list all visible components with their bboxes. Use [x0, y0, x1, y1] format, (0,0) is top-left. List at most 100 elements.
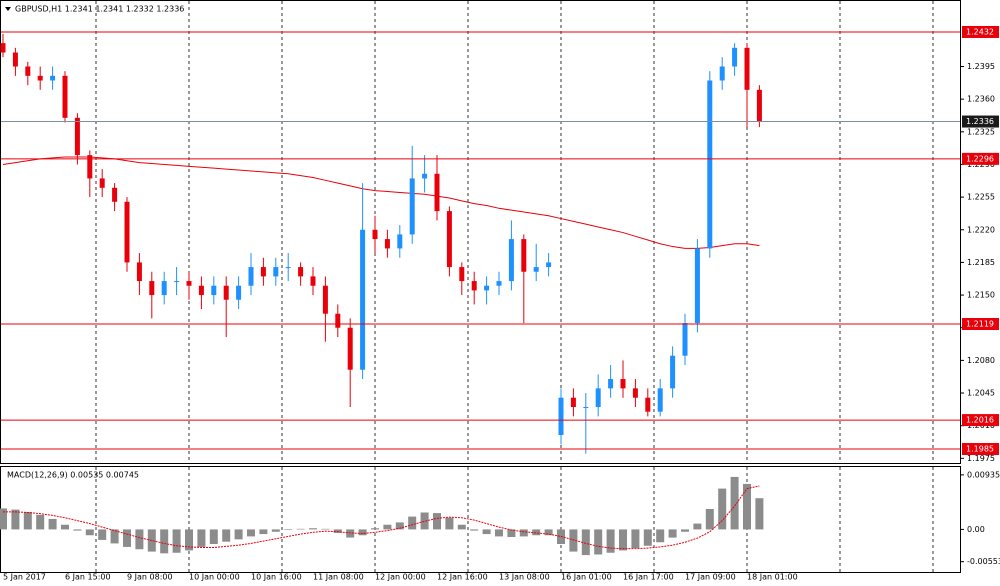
candle-body — [211, 285, 217, 296]
macd-bar — [284, 529, 293, 530]
x-tick-label: 10 Jan 16:00 — [251, 573, 302, 582]
candle-body — [248, 267, 254, 286]
macd-title: MACD(12,26,9) 0.00535 0.00745 — [7, 471, 139, 480]
level-tag — [962, 414, 999, 427]
macd-bar — [11, 509, 20, 530]
macd-bar — [482, 529, 491, 535]
candle-body — [112, 187, 118, 202]
macd-bar — [222, 529, 231, 542]
candle-body — [99, 178, 105, 188]
candle-body — [384, 239, 390, 249]
macd-bar — [234, 529, 243, 540]
x-tick-label: 12 Jan 00:00 — [375, 573, 426, 582]
last-price-tag — [962, 115, 999, 128]
x-tick-label: 9 Jan 08:00 — [127, 573, 173, 582]
x-tick-label: 13 Jan 08:00 — [499, 573, 550, 582]
macd-bar — [36, 514, 45, 530]
candle-body — [558, 397, 564, 436]
macd-bar — [495, 529, 503, 537]
candle-body — [682, 323, 688, 356]
candle-body — [174, 281, 180, 283]
macd-bar — [358, 529, 367, 536]
macd-bar — [656, 529, 665, 543]
macd-bar — [259, 529, 268, 535]
macd-bar — [197, 529, 206, 547]
level-label: 1.2432 — [966, 27, 994, 36]
candle-body — [136, 262, 142, 282]
macd-bar — [718, 488, 727, 530]
y-tick-label: 1.2220 — [967, 225, 995, 234]
y-tick-label: 1.2045 — [967, 389, 995, 398]
macd-bar — [185, 529, 193, 551]
y-tick-label: -0.00553 — [967, 557, 1000, 566]
candle-body — [422, 173, 428, 179]
menu-arrow[interactable] — [5, 7, 11, 11]
macd-bar — [581, 529, 590, 556]
candle-body — [0, 43, 6, 53]
macd-bar — [296, 528, 305, 530]
x-tick-label: 10 Jan 00:00 — [189, 573, 240, 582]
candle-body — [595, 388, 601, 408]
candle-body — [124, 201, 130, 263]
macd-bar — [321, 528, 330, 530]
candle-body — [186, 281, 192, 286]
candle-body — [310, 276, 316, 286]
candle-body — [434, 173, 440, 212]
y-tick-label: 1.1975 — [967, 454, 995, 463]
level-tag — [962, 317, 999, 330]
candle-body — [322, 285, 328, 314]
candle-body — [285, 267, 291, 269]
main-panel — [0, 0, 961, 464]
candle-body — [657, 388, 663, 412]
macd-bar — [470, 529, 479, 531]
macd-bar — [668, 529, 677, 538]
candle-body — [149, 281, 155, 296]
macd-bar — [98, 529, 107, 540]
macd-bar — [23, 511, 32, 530]
macd-bar — [631, 529, 640, 549]
candle-body — [583, 407, 589, 409]
candle-body — [37, 75, 43, 81]
candle-body — [372, 229, 378, 240]
macd-bar — [433, 513, 441, 530]
candle-body — [298, 267, 304, 277]
y-tick-label: 1.2360 — [967, 95, 995, 104]
candle-body — [161, 281, 167, 296]
candle-body — [198, 285, 204, 296]
macd-bar — [606, 529, 615, 553]
x-tick-label: 18 Jan 01:00 — [747, 573, 798, 582]
chart-header: GBPUSD,H1 1.2341 1.2341 1.2332 1.2336 — [15, 5, 184, 14]
candle-body — [632, 388, 638, 398]
macd-bar — [110, 529, 119, 544]
macd-panel — [0, 466, 961, 573]
macd-bar — [755, 498, 764, 530]
candle-body — [74, 117, 80, 156]
level-label: 1.2296 — [966, 154, 994, 163]
y-tick-label: 1.2255 — [967, 193, 995, 202]
candle-body — [25, 66, 31, 76]
candle-body — [471, 281, 477, 291]
macd-bar — [532, 529, 541, 536]
candle-body — [521, 239, 527, 272]
candle-body — [496, 281, 502, 286]
macd-bar — [569, 529, 578, 552]
candle-body — [484, 285, 490, 291]
level-tag — [962, 443, 999, 456]
macd-bar — [395, 522, 404, 530]
candle-body — [335, 313, 341, 328]
macd-bar — [705, 509, 714, 530]
macd-bar — [123, 529, 131, 547]
macd-bar — [172, 529, 181, 553]
candle-body — [620, 379, 626, 389]
macd-bar — [48, 518, 57, 530]
macd-bar — [594, 529, 603, 555]
candle-body — [260, 267, 266, 277]
candle-body — [732, 47, 738, 67]
candle-body — [533, 267, 539, 272]
candle-body — [236, 285, 242, 300]
candle-body — [645, 397, 651, 412]
candle-body — [409, 178, 415, 235]
macd-bar — [247, 529, 255, 537]
macd-bar — [643, 529, 652, 546]
